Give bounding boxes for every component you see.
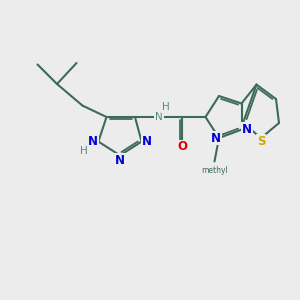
Text: S: S <box>257 135 265 148</box>
Text: H: H <box>80 146 87 156</box>
Text: O: O <box>177 140 188 154</box>
Text: N: N <box>88 135 98 148</box>
Text: N: N <box>155 112 163 122</box>
Text: H: H <box>162 102 170 112</box>
Text: N: N <box>242 123 252 136</box>
Text: N: N <box>142 135 152 148</box>
Text: N: N <box>211 131 221 145</box>
Text: methyl: methyl <box>201 166 228 175</box>
Text: N: N <box>115 154 125 167</box>
